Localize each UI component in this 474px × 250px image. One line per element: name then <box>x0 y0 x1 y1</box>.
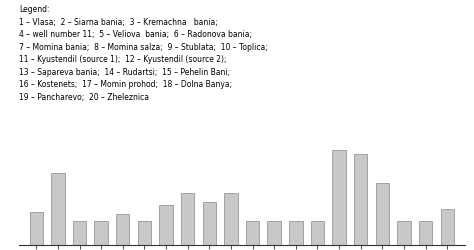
Bar <box>51 174 64 245</box>
Bar <box>354 155 367 245</box>
Bar <box>397 221 410 245</box>
Bar <box>138 221 151 245</box>
Bar <box>246 221 259 245</box>
Bar <box>116 214 129 245</box>
Bar <box>332 150 346 245</box>
Bar <box>267 221 281 245</box>
Bar <box>94 221 108 245</box>
Bar <box>159 205 173 245</box>
Text: Legend:
1 – Vlasa;  2 – Siarna bania;  3 – Kremachna   bania;
4 – well number 11: Legend: 1 – Vlasa; 2 – Siarna bania; 3 –… <box>19 5 268 101</box>
Bar <box>181 193 194 245</box>
Bar <box>224 193 237 245</box>
Bar <box>202 202 216 245</box>
Bar <box>311 221 324 245</box>
Bar <box>419 221 432 245</box>
Bar <box>375 183 389 245</box>
Bar <box>289 221 302 245</box>
Bar <box>29 212 43 245</box>
Bar <box>73 221 86 245</box>
Bar <box>440 209 454 245</box>
